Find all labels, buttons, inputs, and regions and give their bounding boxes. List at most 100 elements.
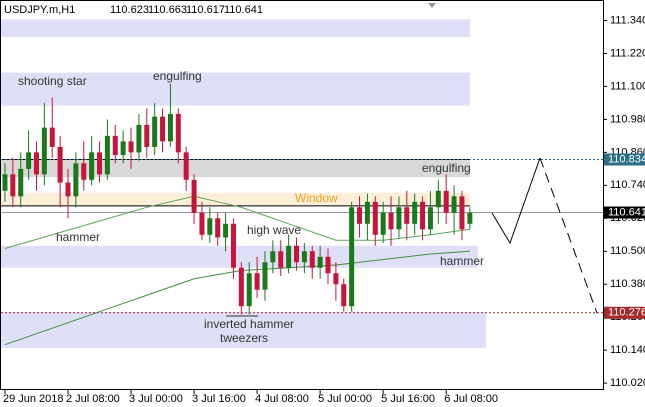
candle-body xyxy=(412,201,418,224)
candle-body xyxy=(380,212,386,235)
candle-body xyxy=(41,127,47,175)
candle-body xyxy=(207,218,213,235)
x-tick-label: 29 Jun 2018 xyxy=(3,393,64,405)
candle-body xyxy=(2,174,8,191)
y-tick-label: 110.740 xyxy=(610,179,645,191)
x-tick-label: 3 Jul 16:00 xyxy=(192,393,246,405)
projection-dashed xyxy=(539,157,598,314)
candle-body xyxy=(317,256,323,268)
candle-body xyxy=(238,267,244,307)
price-tag xyxy=(604,306,645,319)
candle-body xyxy=(341,284,347,307)
candle-body xyxy=(183,152,189,180)
price-zone xyxy=(1,159,470,178)
candle-body xyxy=(33,152,39,175)
candle-body xyxy=(309,251,315,268)
header-price: 110.623 xyxy=(110,4,149,16)
candle-body xyxy=(467,212,473,224)
candle-body xyxy=(10,174,16,197)
candle-body xyxy=(364,201,370,224)
y-tick-label: 110.980 xyxy=(610,113,645,125)
price-tag-label: 110.641 xyxy=(608,206,645,218)
candle-body xyxy=(144,124,150,147)
candle-body xyxy=(26,152,32,169)
annotation: engulfing xyxy=(153,69,202,83)
x-tick-label: 3 Jul 00:00 xyxy=(129,393,183,405)
candle-body xyxy=(18,168,24,197)
candle-body xyxy=(270,251,276,263)
candle-body xyxy=(349,207,355,307)
candle-body xyxy=(443,190,449,213)
candle-body xyxy=(293,245,299,263)
candle-body xyxy=(167,113,173,142)
symbol: USDJPY.m,H1 xyxy=(4,4,75,16)
x-tick-label: 4 Jul 08:00 xyxy=(255,393,309,405)
candle-body xyxy=(57,146,63,183)
candle-body xyxy=(459,196,465,230)
candle-body xyxy=(73,163,79,197)
shift-marker xyxy=(428,3,436,8)
candle-body xyxy=(301,251,307,263)
annotation: inverted hammer xyxy=(204,317,294,331)
header-price: 110.641 xyxy=(224,4,263,16)
y-tick-label: 110.140 xyxy=(610,344,645,356)
candle-body xyxy=(325,256,331,274)
candle-body xyxy=(97,152,103,175)
price-tag-label: 110.276 xyxy=(608,307,645,319)
candle-body xyxy=(278,251,284,268)
candle-body xyxy=(372,201,378,235)
candle-body xyxy=(199,212,205,235)
y-tick-label: 110.380 xyxy=(610,278,645,290)
candle-body xyxy=(357,207,363,224)
price-tag xyxy=(604,206,645,219)
y-tick-label: 110.500 xyxy=(610,245,645,257)
price-tag-label: 110.834 xyxy=(608,153,645,165)
candle-body xyxy=(223,223,229,238)
candle-body xyxy=(333,273,339,285)
candle-body xyxy=(404,207,410,224)
x-tick-label: 6 Jul 08:00 xyxy=(444,393,498,405)
candle-body xyxy=(112,135,118,156)
annotation: high wave xyxy=(247,223,301,237)
annotation: engulfing xyxy=(422,161,471,175)
candle-body xyxy=(81,163,87,180)
price-tag xyxy=(604,153,645,166)
candle-body xyxy=(128,141,134,153)
header-price: 110.617 xyxy=(186,4,225,16)
candle-body xyxy=(152,116,158,147)
y-tick-label: 111.220 xyxy=(610,47,645,59)
candle-body xyxy=(262,262,268,290)
y-tick-label: 111.100 xyxy=(610,80,645,92)
candle-body xyxy=(49,127,55,147)
candle-body xyxy=(435,190,441,208)
candle-body xyxy=(65,182,71,197)
y-tick-label: 110.020 xyxy=(610,377,645,389)
price-zone xyxy=(1,72,470,106)
candle-body xyxy=(215,218,221,238)
candle-body xyxy=(160,116,166,142)
x-tick-label: 5 Jul 00:00 xyxy=(318,393,372,405)
annotation: hammer xyxy=(440,254,484,268)
candle-body xyxy=(427,207,433,230)
candle-body xyxy=(136,124,142,153)
annotation: Window xyxy=(295,191,338,205)
x-tick-label: 5 Jul 16:00 xyxy=(381,393,435,405)
moving-average xyxy=(4,195,470,249)
candle-body xyxy=(388,212,394,230)
projection-line xyxy=(491,157,541,245)
candle-body xyxy=(120,141,126,156)
candle-body xyxy=(191,179,197,213)
candle-body xyxy=(254,273,260,290)
candle-body xyxy=(89,152,95,180)
x-tick-label: 2 Jul 08:00 xyxy=(66,393,120,405)
candle-body xyxy=(104,135,110,175)
price-zone xyxy=(1,192,470,206)
y-tick-label: 111.340 xyxy=(610,14,645,26)
candle-body xyxy=(396,207,402,230)
annotation: hammer xyxy=(56,230,100,244)
candle-body xyxy=(175,113,181,153)
annotation: shooting star xyxy=(18,74,87,88)
candle-body xyxy=(420,201,426,230)
candle-body xyxy=(286,245,292,268)
